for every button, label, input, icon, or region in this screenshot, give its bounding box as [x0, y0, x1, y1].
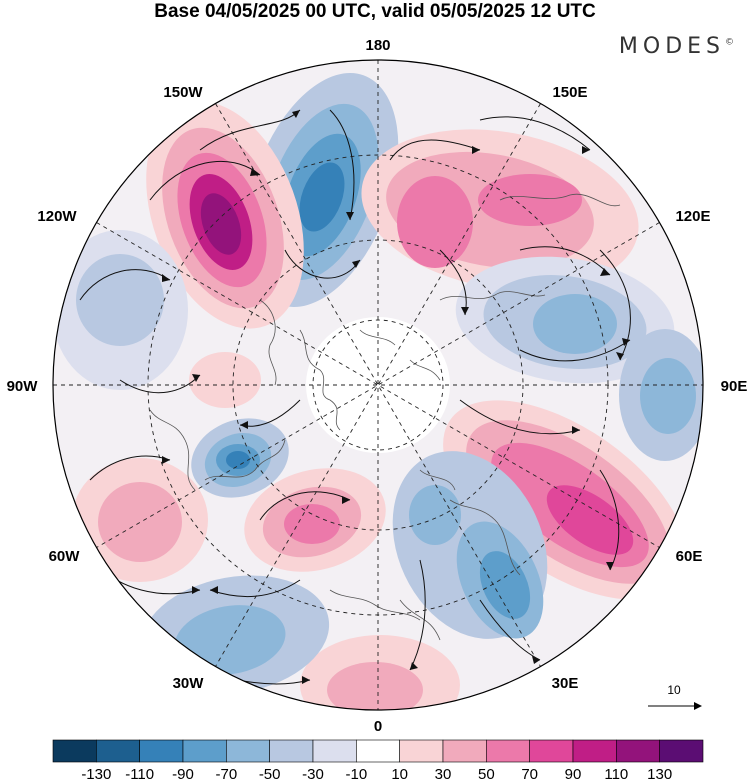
anomaly-low-pacific-nw	[53, 230, 188, 390]
anomaly-low-west-siberia	[619, 329, 703, 461]
anomaly-low-hudson-bay	[191, 418, 289, 498]
colorbar-swatch	[226, 739, 270, 763]
anomaly-high-central-asia	[443, 400, 687, 600]
anomaly-high-west-africa	[300, 635, 460, 710]
lon-label-120e: 120E	[675, 208, 710, 225]
colorbar-tick-label: 30	[435, 766, 452, 783]
wind-arrowheads	[162, 110, 630, 684]
colorbar-swatch	[139, 739, 184, 763]
copyright-mark: ©	[725, 37, 734, 48]
colorbar-tick-label: -90	[172, 766, 194, 783]
colorbar-swatch	[486, 739, 530, 763]
colorbar-swatch	[52, 739, 97, 763]
colorbar-swatch	[529, 739, 574, 763]
colorbar-tick-label: -30	[302, 766, 324, 783]
colorbar-swatch	[616, 739, 660, 763]
anomaly-low-central-siberia	[455, 256, 675, 384]
colorbar-tick-label: -10	[345, 766, 367, 783]
lon-label-120w: 120W	[37, 208, 77, 225]
anomaly-high-canada	[189, 352, 261, 408]
lon-label-0: 0	[374, 718, 382, 735]
lon-label-150e: 150E	[552, 84, 587, 101]
anomaly-high-us-east	[72, 458, 208, 582]
colorbar-swatch	[182, 739, 227, 763]
colorbar-swatch	[96, 739, 140, 763]
lon-label-30w: 30W	[173, 675, 205, 692]
colorbar-swatch	[269, 739, 314, 763]
anomaly-high-bering	[146, 101, 304, 329]
modes-logo: MODES©	[619, 34, 734, 59]
colorbar-tick-label: -70	[215, 766, 237, 783]
lon-label-150w: 150W	[163, 84, 203, 101]
colorbar-tick-label: 110	[604, 766, 628, 783]
colorbar-swatch	[312, 739, 357, 763]
colorbar-swatch	[659, 739, 704, 763]
globe-outline	[52, 59, 704, 711]
map-field	[53, 60, 703, 710]
lon-label-180: 180	[365, 37, 390, 54]
reference-vector-label: 10	[667, 683, 681, 697]
lon-label-60w: 60W	[49, 548, 81, 565]
reference-vector-arrowhead	[694, 702, 702, 710]
colorbar-tick-label: -110	[125, 766, 154, 783]
colorbar-tick-label: 70	[521, 766, 538, 783]
lon-label-90e: 90E	[721, 378, 748, 395]
colorbar-tick-label: 130	[647, 766, 672, 783]
lon-label-90w: 90W	[7, 378, 39, 395]
colorbar-tick-label: -130	[81, 766, 111, 783]
colorbar-swatch	[442, 739, 487, 763]
brand-text: MODES	[618, 34, 725, 59]
colorbar: -130 -110 -90 -70 -50 -30 -10 10 30 50 70 90 110 130	[52, 739, 704, 783]
coastlines	[149, 193, 621, 641]
lon-label-30e: 30E	[552, 675, 579, 692]
colorbar-tick-label: 10	[391, 766, 408, 783]
colorbar-swatch	[572, 739, 617, 763]
lon-label-60e: 60E	[676, 548, 703, 565]
colorbar-tick-label: 90	[565, 766, 582, 783]
colorbar-tick-label: -50	[259, 766, 281, 783]
anomaly-high-atlantic	[244, 468, 386, 572]
colorbar-tick-label: 50	[478, 766, 495, 783]
chart-title: Base 04/05/2025 00 UTC, valid 05/05/2025…	[154, 1, 596, 22]
colorbar-swatch	[399, 739, 444, 763]
colorbar-swatch	[356, 739, 400, 763]
pole-neutral-area	[306, 317, 450, 453]
